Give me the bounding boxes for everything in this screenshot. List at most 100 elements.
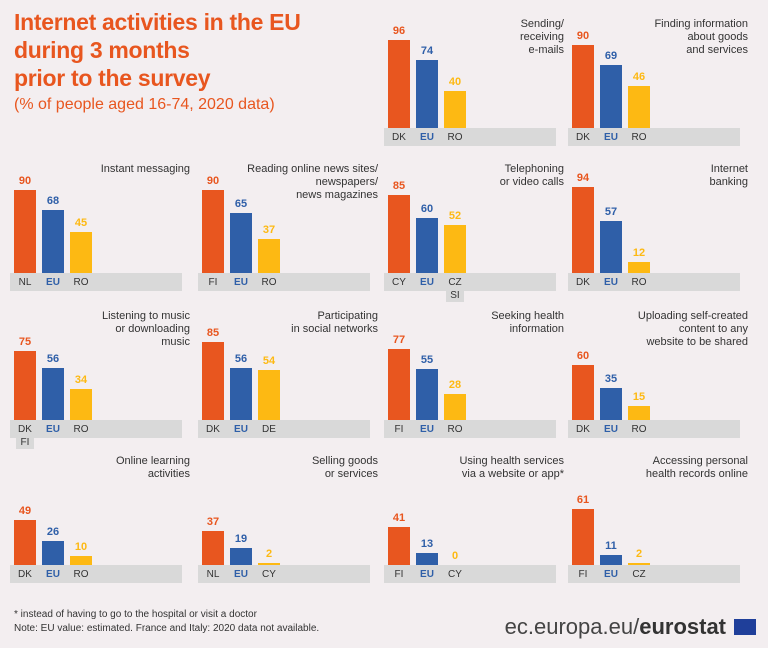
category-label: RO (630, 131, 648, 144)
category-label: DK (574, 131, 592, 144)
footnote: Note: EU value: estimated. France and It… (14, 623, 320, 634)
category-band (198, 420, 370, 438)
bar (416, 59, 438, 128)
value-label: 60 (576, 349, 590, 362)
category-label: DK FI (16, 423, 34, 449)
value-label: 46 (632, 70, 646, 83)
panel-title: Finding information about goods and serv… (654, 18, 748, 56)
category-label: EU (418, 131, 436, 144)
panel-title: Uploading self-created content to any we… (637, 310, 748, 348)
category-label: CZ (630, 568, 648, 581)
category-label: EU (602, 131, 620, 144)
category-label: EU (232, 423, 250, 436)
category-label: CY (446, 568, 464, 581)
panel-title: Listening to music or downloading music (101, 310, 190, 348)
category-band (384, 565, 556, 583)
bar (572, 45, 594, 128)
panel-title: Telephoning or video calls (499, 163, 564, 188)
category-label: NL (204, 568, 222, 581)
bar (600, 64, 622, 128)
value-label: 52 (448, 210, 462, 223)
bar (572, 364, 594, 420)
category-label: RO (446, 423, 464, 436)
panel-title: Seeking health information (491, 310, 564, 335)
category-label: EU (44, 423, 62, 436)
eu-flag (734, 619, 756, 635)
bar (42, 368, 64, 420)
category-band (568, 565, 740, 583)
category-label: EU (602, 568, 620, 581)
category-label: RO (630, 423, 648, 436)
panel-title: Sending/ receiving e-mails (519, 18, 564, 56)
value-label: 2 (265, 548, 273, 561)
category-label: DK (574, 276, 592, 289)
bar (258, 238, 280, 273)
bar (628, 563, 650, 565)
value-label: 69 (604, 49, 618, 62)
bar (628, 261, 650, 273)
bar (42, 541, 64, 565)
category-band (568, 128, 740, 146)
bar (628, 85, 650, 128)
value-label: 34 (74, 373, 88, 386)
value-label: 55 (420, 354, 434, 367)
bar (70, 231, 92, 273)
bar (388, 39, 410, 128)
value-label: 68 (46, 195, 60, 208)
bar (202, 530, 224, 565)
bar (14, 351, 36, 420)
value-label: 85 (392, 179, 406, 192)
panel-title: Internet banking (709, 163, 748, 188)
panel-title: Participating in social networks (291, 310, 378, 335)
category-label: CY (260, 568, 278, 581)
bar (444, 225, 466, 273)
bar (14, 190, 36, 273)
bar (600, 387, 622, 420)
category-label: EU (232, 276, 250, 289)
panel-title: Selling goods or services (311, 455, 378, 480)
panel-title: Using health services via a website or a… (459, 455, 564, 480)
bar (572, 508, 594, 565)
category-band (568, 273, 740, 291)
bar (230, 213, 252, 273)
category-label: EU (418, 423, 436, 436)
value-label: 75 (18, 336, 32, 348)
value-label: 40 (448, 76, 462, 89)
bar (202, 341, 224, 420)
value-label: 56 (46, 353, 60, 366)
bar (600, 220, 622, 273)
category-label: DK (574, 423, 592, 436)
category-label: RO (260, 276, 278, 289)
category-band (198, 565, 370, 583)
value-label: 12 (632, 246, 646, 259)
category-label: EU (602, 276, 620, 289)
value-label: 37 (206, 515, 220, 528)
category-label: EU (44, 276, 62, 289)
value-label: 37 (262, 223, 276, 236)
bar (416, 553, 438, 565)
value-label: 41 (392, 512, 406, 525)
value-label: 26 (46, 526, 60, 539)
bar (444, 91, 466, 128)
value-label: 13 (420, 538, 434, 551)
value-label: 94 (576, 171, 590, 184)
value-label: 90 (206, 175, 220, 188)
category-band (384, 420, 556, 438)
category-label: FI (390, 568, 408, 581)
category-label: EU (232, 568, 250, 581)
value-label: 54 (262, 355, 276, 368)
category-label: CY (390, 276, 408, 289)
value-label: 56 (234, 353, 248, 366)
category-label: FI (204, 276, 222, 289)
value-label: 45 (74, 216, 88, 229)
source-site: ec.europa.eu/ (504, 614, 640, 639)
value-label: 35 (604, 372, 618, 385)
bar (230, 368, 252, 420)
bar (70, 555, 92, 565)
bar (600, 554, 622, 565)
value-label: 2 (635, 548, 643, 561)
bar (444, 394, 466, 420)
value-label: 28 (448, 379, 462, 392)
panel-title: Reading online news sites/ newspapers/ n… (247, 163, 378, 201)
